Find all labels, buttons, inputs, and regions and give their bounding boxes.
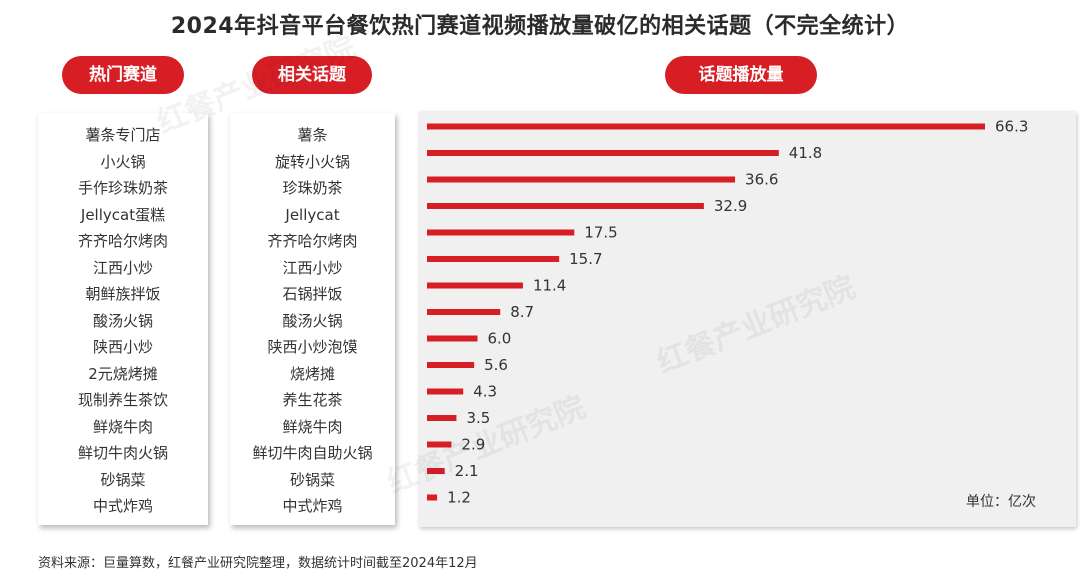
bar-value-label: 36.6 <box>745 171 778 189</box>
topic-item: 鲜切牛肉自助火锅 <box>252 444 373 462</box>
chart-title: 2024年抖音平台餐饮热门赛道视频播放量破亿的相关话题（不完全统计） <box>170 14 910 39</box>
bar-value-label: 15.7 <box>569 250 602 268</box>
unit-label: 单位：亿次 <box>966 494 1036 510</box>
bar <box>427 362 475 368</box>
source-note: 资料来源：巨量算数，红餐产业研究院整理，数据统计时间截至2024年12月 <box>38 556 478 571</box>
bar-chart: 66.3 41.8 36.6 32.9 17.5 15.711.4 8.7 6.0 5.6 4.3… <box>427 118 1028 507</box>
bar <box>427 309 501 315</box>
bar <box>427 415 457 421</box>
track-item: 鲜烧牛肉 <box>92 417 153 436</box>
topic-item: 陕西小炒泡馍 <box>267 338 358 356</box>
topic-item: 中式炸鸡 <box>282 497 343 515</box>
bar-value-label: 66.3 <box>995 118 1028 136</box>
bar-value-label: 6.0 <box>487 330 511 348</box>
bar-value-label: 4.3 <box>473 383 497 401</box>
topic-item: 薯条 <box>297 126 328 144</box>
track-item: 2元烧烤摊 <box>88 364 158 383</box>
bar-value-label: 32.9 <box>714 197 747 215</box>
track-item: 朝鲜族拌饭 <box>85 285 161 303</box>
topic-item: 江西小炒 <box>282 258 343 277</box>
bar <box>427 123 985 130</box>
bar <box>427 203 704 209</box>
bar <box>427 468 445 474</box>
track-item: 鲜切牛肉火锅 <box>77 444 168 462</box>
track-item: 薯条专门店 <box>85 126 161 144</box>
track-item: 酸汤火锅 <box>92 311 153 330</box>
track-item: 小火锅 <box>100 152 146 171</box>
bar <box>427 282 523 289</box>
bar-value-label: 2.1 <box>455 462 479 480</box>
chart-panel: 66.3 41.8 36.6 32.9 17.5 15.7 11.4 8.7 6.0 5.6 4.3… <box>419 111 1076 527</box>
bar <box>427 388 464 395</box>
topic-panel: 薯条 旋转小火锅 珍珠奶茶 Jellycat 齐齐哈尔烤肉 江西小炒 石锅拌饭 … <box>230 113 395 525</box>
track-list: 薯条专门店 小火锅 手作珍珠奶茶 Jellycat蛋糕 齐齐哈尔烤肉 江西小炒 … <box>38 122 208 520</box>
topic-item: 珍珠奶茶 <box>282 179 343 197</box>
bar-value-label: 5.6 <box>484 356 508 374</box>
bar-value-label: 41.8 <box>789 144 822 162</box>
bar-value-label: 11.4 <box>533 277 566 295</box>
track-item: 江西小炒 <box>92 258 153 277</box>
bar <box>427 176 736 183</box>
bar <box>427 441 452 448</box>
topic-item: 砂锅菜 <box>289 470 335 489</box>
header-track: 热门赛道 <box>62 56 184 94</box>
header-views: 话题播放量 <box>665 56 817 94</box>
bar <box>427 256 560 262</box>
topic-item: 旋转小火锅 <box>274 152 350 171</box>
bar <box>427 150 779 156</box>
topic-item: 养生花茶 <box>282 391 343 409</box>
bar <box>427 229 575 236</box>
track-item: 现制养生茶饮 <box>77 391 168 409</box>
bar-value-label: 2.9 <box>461 436 485 454</box>
track-item: 手作珍珠奶茶 <box>77 179 168 197</box>
topic-item: 齐齐哈尔烤肉 <box>267 232 358 250</box>
topic-list: 薯条 旋转小火锅 珍珠奶茶 Jellycat 齐齐哈尔烤肉 江西小炒 石锅拌饭 … <box>230 122 395 520</box>
bar-value-label: 8.7 <box>510 303 534 321</box>
track-item: 中式炸鸡 <box>92 497 153 515</box>
bar-value-label: 1.2 <box>447 489 471 507</box>
bar <box>427 335 478 342</box>
topic-item: 鲜烧牛肉 <box>282 417 343 436</box>
topic-item: 烧烤摊 <box>289 364 335 383</box>
bar-value-label: 3.5 <box>466 409 490 427</box>
topic-item: 酸汤火锅 <box>282 311 343 330</box>
header-topic: 相关话题 <box>252 56 372 94</box>
track-panel: 薯条专门店 小火锅 手作珍珠奶茶 Jellycat蛋糕 齐齐哈尔烤肉 江西小炒 … <box>38 113 208 525</box>
track-item: Jellycat蛋糕 <box>80 205 166 224</box>
track-item: 陕西小炒 <box>92 338 153 356</box>
bar <box>427 494 438 501</box>
track-item: 砂锅菜 <box>100 470 146 489</box>
topic-item: Jellycat <box>285 205 340 224</box>
bar-value-label: 17.5 <box>584 224 617 242</box>
track-item: 齐齐哈尔烤肉 <box>77 232 168 250</box>
topic-item: 石锅拌饭 <box>282 285 343 303</box>
